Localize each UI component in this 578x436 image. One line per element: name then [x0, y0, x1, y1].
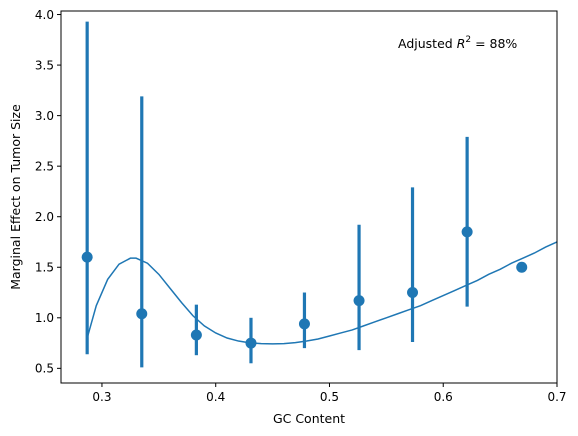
data-point: [136, 308, 148, 320]
y-tick-label: 4.0: [35, 8, 54, 22]
annotation-suffix: = 88%: [471, 36, 517, 51]
y-axis-label: Marginal Effect on Tumor Size: [8, 104, 23, 290]
data-point: [190, 329, 202, 341]
y-tick-label: 2.5: [35, 159, 54, 173]
y-tick-label: 2.0: [35, 210, 54, 224]
x-tick-label: 0.6: [434, 390, 453, 404]
annotation-symbol: R: [457, 36, 466, 51]
annotation-prefix: Adjusted: [398, 36, 457, 51]
y-tick-label: 0.5: [35, 362, 54, 376]
annotation-superscript: 2: [465, 35, 471, 45]
data-point: [516, 261, 528, 273]
data-point: [353, 295, 365, 307]
fitted-curve: [86, 241, 558, 345]
data-point: [461, 226, 473, 238]
plot-frame: [60, 10, 558, 384]
x-tick-label: 0.4: [206, 390, 225, 404]
x-tick-label: 0.5: [320, 390, 339, 404]
x-axis-label: GC Content: [273, 411, 345, 426]
y-tick-label: 3.0: [35, 109, 54, 123]
data-point: [245, 337, 257, 349]
x-tick-label: 0.3: [92, 390, 111, 404]
y-tick-label: 3.5: [35, 58, 54, 72]
data-point: [298, 318, 310, 330]
data-point: [81, 251, 93, 263]
x-tick-label: 0.7: [547, 390, 566, 404]
y-tick-label: 1.5: [35, 261, 54, 275]
y-tick-label: 1.0: [35, 311, 54, 325]
annotation-r-squared: Adjusted R2 = 88%: [398, 35, 517, 51]
data-point: [407, 287, 419, 299]
